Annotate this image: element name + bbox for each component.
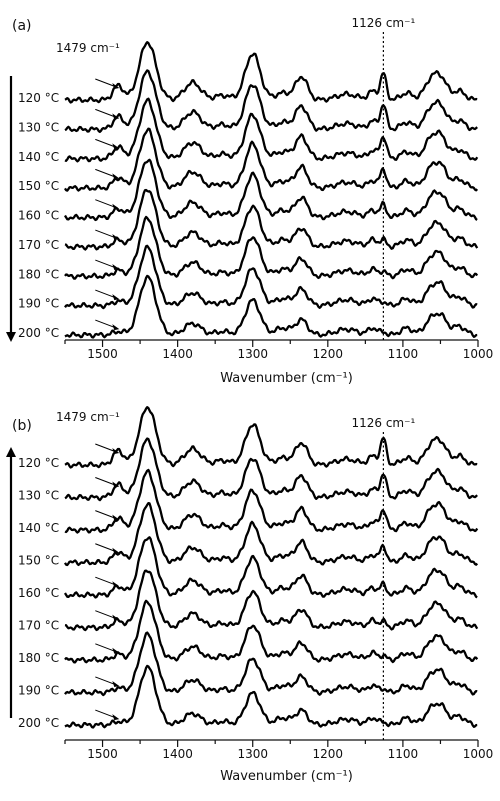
spectrum-trace: [64, 274, 478, 339]
spectrum-trace: [64, 188, 479, 251]
spectrum-trace: [64, 599, 479, 664]
series-label: 140 °C: [18, 150, 59, 164]
spectrum-trace: [64, 437, 478, 502]
series-label: 170 °C: [18, 238, 59, 252]
peak-annotation-label: 1479 cm⁻¹: [56, 410, 120, 424]
series-label: 160 °C: [18, 209, 59, 223]
peak-pointer-arrow: [95, 108, 117, 118]
x-tick-label: 1100: [388, 747, 419, 761]
x-axis-label: Wavenumber (cm⁻¹): [220, 769, 353, 784]
peak-pointer-arrow: [95, 199, 117, 209]
x-tick-label: 1500: [87, 347, 118, 361]
series-label: 170 °C: [18, 619, 59, 633]
x-tick-label: 1400: [162, 347, 193, 361]
peak-pointer-arrow: [95, 543, 117, 553]
marker-line-label: 1126 cm⁻¹: [351, 16, 415, 30]
peak-pointer-arrow-head: [112, 714, 120, 721]
spectrum-trace: [64, 536, 478, 599]
peak-pointer-arrow-head: [112, 647, 120, 654]
x-tick-label: 1400: [162, 747, 193, 761]
peak-pointer-arrow: [95, 676, 117, 686]
spectrum-trace: [64, 406, 478, 469]
series-label: 180 °C: [18, 651, 59, 665]
series-label: 130 °C: [18, 489, 59, 503]
series-label: 160 °C: [18, 586, 59, 600]
series-label: 150 °C: [18, 554, 59, 568]
panel-label: (b): [12, 418, 32, 434]
spectrum-trace: [64, 244, 478, 310]
peak-pointer-arrow-head: [112, 581, 120, 588]
peak-pointer-arrow: [95, 319, 117, 329]
spectrum-trace: [64, 158, 478, 222]
peak-pointer-arrow: [95, 168, 117, 178]
peak-pointer-arrow: [95, 259, 117, 269]
peak-pointer-arrow-head: [112, 113, 120, 120]
spectrum-trace: [64, 41, 478, 104]
peak-pointer-arrow: [95, 709, 117, 719]
peak-pointer-arrow-head: [112, 234, 120, 241]
x-tick-label: 1200: [313, 347, 344, 361]
marker-line-label: 1126 cm⁻¹: [351, 416, 415, 430]
peak-pointer-arrow-head: [112, 264, 120, 271]
temperature-arrow-head: [6, 447, 16, 457]
peak-pointer-arrow-head: [112, 614, 120, 621]
peak-pointer-arrow: [95, 443, 117, 453]
series-label: 200 °C: [18, 716, 59, 730]
x-tick-label: 1100: [388, 347, 419, 361]
series-label: 120 °C: [18, 456, 59, 470]
spectrum-trace: [64, 97, 479, 163]
x-tick-label: 1000: [463, 747, 494, 761]
peak-pointer-arrow-head: [112, 173, 120, 180]
peak-pointer-arrow-head: [112, 143, 120, 150]
x-tick-label: 1300: [237, 747, 268, 761]
spectrum-trace: [64, 501, 479, 567]
series-label: 150 °C: [18, 179, 59, 193]
peak-annotation-label: 1479 cm⁻¹: [56, 41, 120, 55]
x-tick-label: 1300: [237, 347, 268, 361]
series-label: 200 °C: [18, 326, 59, 340]
peak-pointer-arrow: [95, 138, 117, 148]
peak-pointer-arrow-head: [112, 83, 120, 90]
peak-pointer-arrow-head: [112, 481, 120, 488]
x-tick-label: 1200: [313, 747, 344, 761]
temperature-arrow-head: [6, 332, 16, 342]
x-tick-label: 1500: [87, 747, 118, 761]
panel-a: (a) 1500 1400 1300 1200 1100 1000 Wavenumber (c…: [6, 16, 493, 386]
spectrum-trace: [64, 569, 479, 632]
peak-pointer-arrow: [95, 643, 117, 653]
peak-pointer-arrow: [95, 477, 117, 486]
peak-pointer-arrow: [95, 229, 117, 239]
series-label: 130 °C: [18, 120, 59, 134]
peak-pointer-arrow-head: [112, 203, 120, 210]
panel-label: (a): [12, 18, 32, 34]
panel-b: (b) 1500 1400 1300 1200 1100 1000 Wavenumber (c…: [6, 406, 494, 784]
series-label: 190 °C: [18, 297, 59, 311]
peak-pointer-arrow-head: [112, 448, 120, 455]
spectrum-trace: [64, 215, 479, 280]
spectrum-trace: [64, 631, 478, 697]
peak-pointer-arrow-head: [112, 294, 120, 301]
series-label: 120 °C: [18, 91, 59, 105]
peak-pointer-arrow-head: [112, 547, 120, 554]
peak-pointer-arrow: [95, 289, 117, 299]
spectrum-trace: [64, 468, 479, 534]
peak-pointer-arrow: [95, 78, 117, 88]
peak-pointer-arrow: [95, 576, 117, 586]
x-axis-label: Wavenumber (cm⁻¹): [220, 371, 353, 386]
peak-pointer-arrow-head: [112, 514, 120, 521]
series-label: 190 °C: [18, 684, 59, 698]
series-label: 180 °C: [18, 267, 59, 281]
spectrum-trace: [64, 69, 478, 134]
peak-pointer-arrow: [95, 610, 117, 620]
peak-pointer-arrow-head: [112, 324, 120, 331]
spectrum-trace: [64, 127, 479, 192]
peak-pointer-arrow: [95, 510, 117, 520]
x-tick-label: 1000: [463, 347, 494, 361]
series-label: 140 °C: [18, 521, 59, 535]
peak-pointer-arrow-head: [112, 680, 120, 687]
spectrum-trace: [64, 664, 478, 729]
